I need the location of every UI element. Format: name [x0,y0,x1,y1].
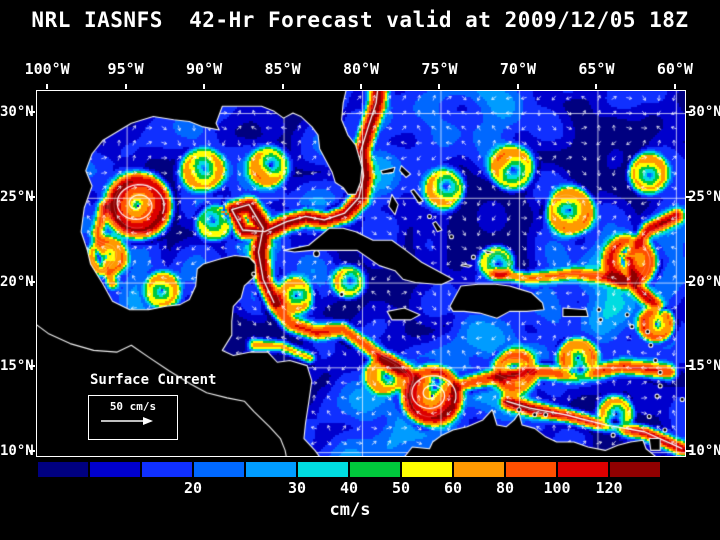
colorbar-tick-label: 50 [391,479,411,497]
colorbar-tick-label: 80 [495,479,515,497]
lon-tick-mark [281,84,284,89]
colorbar-tick-label: 30 [287,479,307,497]
scale-value-label: 50 cm/s [109,400,157,413]
lat-tick-mark [29,280,35,283]
colorbar-units-label: cm/s [329,500,371,520]
lat-tick-mark [686,111,692,114]
lat-tick-mark [29,365,35,368]
lon-tick-label: 80°W [342,60,380,78]
lon-tick-label: 100°W [24,60,70,78]
lon-tick-mark [124,84,127,89]
lat-tick-label-left: 25°N [0,188,34,205]
lat-tick-label-right: 15°N [688,358,720,375]
colorbar-segment [506,462,556,477]
lat-tick-mark [29,111,35,114]
lon-tick-label: 70°W [499,60,537,78]
colorbar-segment [142,462,192,477]
lat-tick-label-right: 10°N [688,443,720,460]
lat-tick-mark [29,450,35,453]
colorbar-segment [610,462,660,477]
lon-tick-mark [203,84,206,89]
lat-tick-label-right: 30°N [688,104,720,121]
colorbar-segment [194,462,244,477]
lat-tick-mark [686,365,692,368]
lon-tick-label: 95°W [107,60,144,78]
colorbar-tick-label: 100 [543,479,571,497]
colorbar-tick-label: 40 [339,479,359,497]
colorbar-tick-label: 20 [183,479,203,497]
lon-tick-label: 75°W [421,60,458,78]
colorbar-segment [402,462,452,477]
lon-tick-label: 85°W [264,60,301,78]
surface-current-label: Surface Current [90,372,217,388]
speed-colorbar [38,462,662,477]
colorbar-segment [454,462,504,477]
figure-title: NRL IASNFS 42-Hr Forecast valid at 2009/… [31,8,689,32]
current-scale-box: 50 cm/s [88,395,178,440]
lat-tick-label-left: 10°N [0,443,34,460]
lat-tick-label-right: 20°N [688,273,720,290]
lat-tick-mark [686,280,692,283]
colorbar-segment [350,462,400,477]
colorbar-segment [90,462,140,477]
lon-tick-mark [438,84,441,89]
lat-tick-mark [686,195,692,198]
colorbar-segment [558,462,608,477]
colorbar-segment [38,462,88,477]
lon-tick-mark [360,84,363,89]
scale-arrow-icon [101,417,153,425]
colorbar-tick-label: 60 [443,479,463,497]
colorbar-tick-label: 120 [595,479,623,497]
lon-tick-label: 60°W [656,60,693,78]
lat-tick-mark [686,450,692,453]
lat-tick-label-left: 30°N [0,104,34,121]
lon-tick-mark [516,84,519,89]
lon-tick-mark [595,84,598,89]
lat-tick-label-right: 25°N [688,188,720,205]
lon-tick-mark [46,84,49,89]
colorbar-segment [246,462,296,477]
lon-tick-label: 90°W [186,60,223,78]
lon-tick-label: 65°W [578,60,615,78]
lat-tick-mark [29,195,35,198]
colorbar-segment [298,462,348,477]
lat-tick-label-left: 20°N [0,273,34,290]
lat-tick-label-left: 15°N [0,358,34,375]
lon-tick-mark [673,84,676,89]
